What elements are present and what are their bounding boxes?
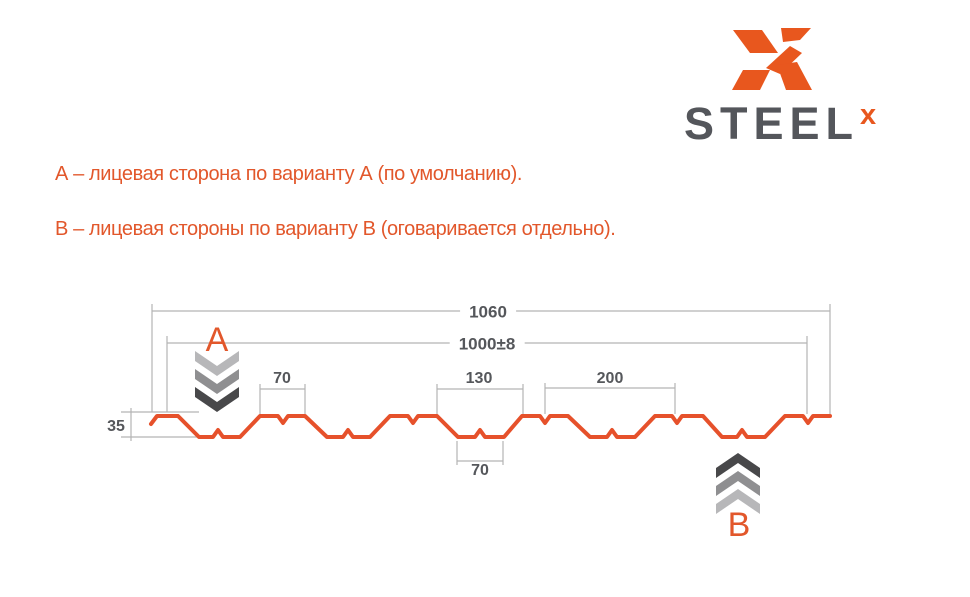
logo-arm-bottom-left — [732, 70, 770, 90]
steelx-logo-icon — [732, 28, 812, 90]
chevron-up-mid — [716, 471, 760, 496]
chevron-up-light — [716, 489, 760, 514]
dim-130-lines — [436, 384, 524, 414]
logo-arm-top-right — [781, 28, 811, 42]
dim-35-lines — [121, 408, 199, 441]
logo-wordmark-text: STEEL — [684, 98, 860, 149]
dim-label-overall-width: 1060 — [460, 303, 516, 321]
logo-wordmark: STEELx — [684, 98, 877, 149]
dim-70-top-lines — [259, 384, 306, 414]
dim-label-working-width: 1000±8 — [449, 335, 525, 353]
note-variant-a: А – лицевая сторона по варианту А (по ум… — [55, 163, 523, 185]
variant-b-chevrons-icon — [716, 453, 760, 514]
chevron-down-mid — [195, 369, 239, 394]
logo-center-ribbon — [766, 46, 802, 74]
logo-arm-top-left — [733, 30, 778, 53]
dimension-lines — [121, 304, 831, 465]
chevron-up-dark — [716, 453, 760, 478]
dim-70-bottom-lines — [456, 441, 504, 465]
dim-label-profile-height: 35 — [107, 418, 125, 435]
dim-label-rib-bottom-width: 70 — [471, 462, 489, 479]
variant-a-chevrons-icon — [195, 351, 239, 412]
marker-b-label: B — [727, 506, 751, 544]
dim-label-rib-top-width: 70 — [273, 370, 291, 387]
profile-line — [149, 414, 832, 439]
note-variant-b: В – лицевая стороны по варианту В (огова… — [55, 218, 616, 240]
logo-superscript-x: x — [860, 99, 877, 131]
chevron-down-dark — [195, 387, 239, 412]
chevron-down-light — [195, 351, 239, 376]
dim-label-rib-gap-width: 130 — [465, 370, 493, 387]
logo-arm-bottom-right — [777, 62, 812, 90]
dim-200-lines — [544, 383, 676, 414]
dim-label-rib-pitch: 200 — [596, 370, 624, 387]
marker-a-label: A — [205, 321, 229, 359]
